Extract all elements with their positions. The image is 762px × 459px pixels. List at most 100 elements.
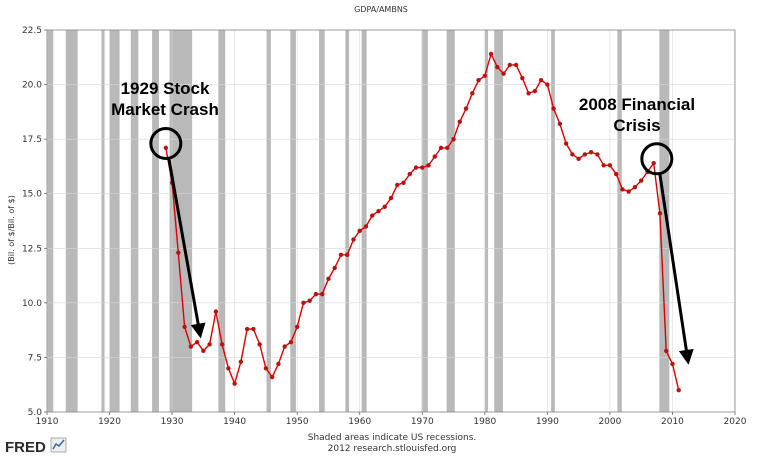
y-tick-label: 5.0 <box>28 408 43 418</box>
data-point <box>551 106 556 111</box>
data-point <box>244 326 250 332</box>
annotation-text: Crisis <box>613 116 660 135</box>
data-point <box>470 91 475 96</box>
x-tick-label: 1990 <box>536 417 559 427</box>
data-point <box>257 342 262 347</box>
x-tick-label: 1910 <box>36 417 59 427</box>
data-point <box>445 145 450 151</box>
data-point <box>413 165 419 170</box>
annotation: 1929 Stock Market Crash <box>111 79 219 339</box>
data-point <box>495 64 500 70</box>
recession-band <box>494 30 503 412</box>
data-point <box>176 250 181 255</box>
data-point <box>345 252 350 258</box>
data-point <box>632 184 638 190</box>
data-point <box>407 171 412 177</box>
data-point <box>370 213 375 218</box>
chart-title: GDPA/AMBNS <box>354 5 408 14</box>
x-tick-label: 2000 <box>598 417 621 427</box>
data-point <box>426 163 431 168</box>
data-point <box>607 163 613 168</box>
data-point <box>488 51 494 57</box>
recession-band <box>361 30 367 412</box>
data-point <box>601 163 606 168</box>
recession-band <box>421 30 428 412</box>
data-point <box>557 121 563 127</box>
fred-logo-text: FRED <box>5 439 46 456</box>
x-tick-label: 1970 <box>411 417 434 427</box>
data-point <box>320 291 325 297</box>
data-point <box>513 62 519 68</box>
recession-bands <box>47 30 670 412</box>
data-point <box>232 381 237 386</box>
annotation-text: Market Crash <box>111 100 219 119</box>
data-point <box>269 374 275 380</box>
y-tick-label: 22.5 <box>22 26 42 36</box>
x-tick-label: 1980 <box>473 417 496 427</box>
recession-band <box>152 30 159 412</box>
data-point <box>626 189 631 194</box>
x-tick-label: 1940 <box>223 417 246 427</box>
recession-band <box>65 30 78 412</box>
fred-logo[interactable]: FRED <box>5 437 67 456</box>
recession-band <box>101 30 105 412</box>
data-point <box>276 361 281 367</box>
data-point <box>382 204 387 210</box>
data-point <box>451 136 456 142</box>
data-point <box>213 309 219 314</box>
data-point <box>226 366 231 371</box>
data-point <box>194 339 200 345</box>
annotation-text: 1929 Stock <box>121 79 210 98</box>
recession-band <box>659 30 670 412</box>
data-point <box>570 152 575 157</box>
data-point <box>301 300 306 306</box>
data-point <box>507 62 513 68</box>
data-point <box>288 339 294 345</box>
recession-band <box>266 30 271 412</box>
data-point <box>395 182 400 188</box>
data-point <box>657 211 663 216</box>
y-tick-label: 15.0 <box>22 190 42 200</box>
data-point <box>294 324 300 330</box>
data-point <box>432 154 437 159</box>
data-point <box>651 160 656 166</box>
recession-band <box>551 30 555 412</box>
data-point <box>401 180 406 185</box>
data-point <box>219 342 225 347</box>
data-point <box>251 326 256 332</box>
data-point <box>476 78 481 83</box>
data-point <box>238 359 244 364</box>
data-point <box>351 237 356 242</box>
data-point <box>670 361 675 367</box>
x-tick-label: 2010 <box>661 417 684 427</box>
data-point <box>482 73 488 79</box>
fred-logo-graph-icon <box>50 437 67 453</box>
data-point <box>532 88 538 94</box>
y-tick-label: 17.5 <box>22 135 42 145</box>
data-point <box>207 342 212 347</box>
x-tick-label: 1960 <box>348 417 371 427</box>
data-point <box>388 195 394 201</box>
x-tick-label: 1930 <box>161 417 184 427</box>
recession-band <box>446 30 455 412</box>
data-point <box>501 71 506 76</box>
data-point <box>438 145 444 151</box>
x-tick-label: 2020 <box>724 417 747 427</box>
recession-band <box>484 30 488 412</box>
recession-band <box>290 30 296 412</box>
y-tick-label: 12.5 <box>22 244 42 254</box>
data-point <box>363 224 369 229</box>
data-point <box>588 150 594 155</box>
data-point <box>520 75 525 81</box>
data-point <box>188 344 194 349</box>
data-point <box>595 152 600 157</box>
data-point <box>163 145 169 151</box>
data-point <box>282 344 287 349</box>
data-point <box>332 265 337 271</box>
data-point <box>545 82 550 87</box>
data-series <box>163 51 681 393</box>
data-point <box>326 276 331 282</box>
data-point <box>582 152 588 157</box>
data-point <box>357 228 362 234</box>
